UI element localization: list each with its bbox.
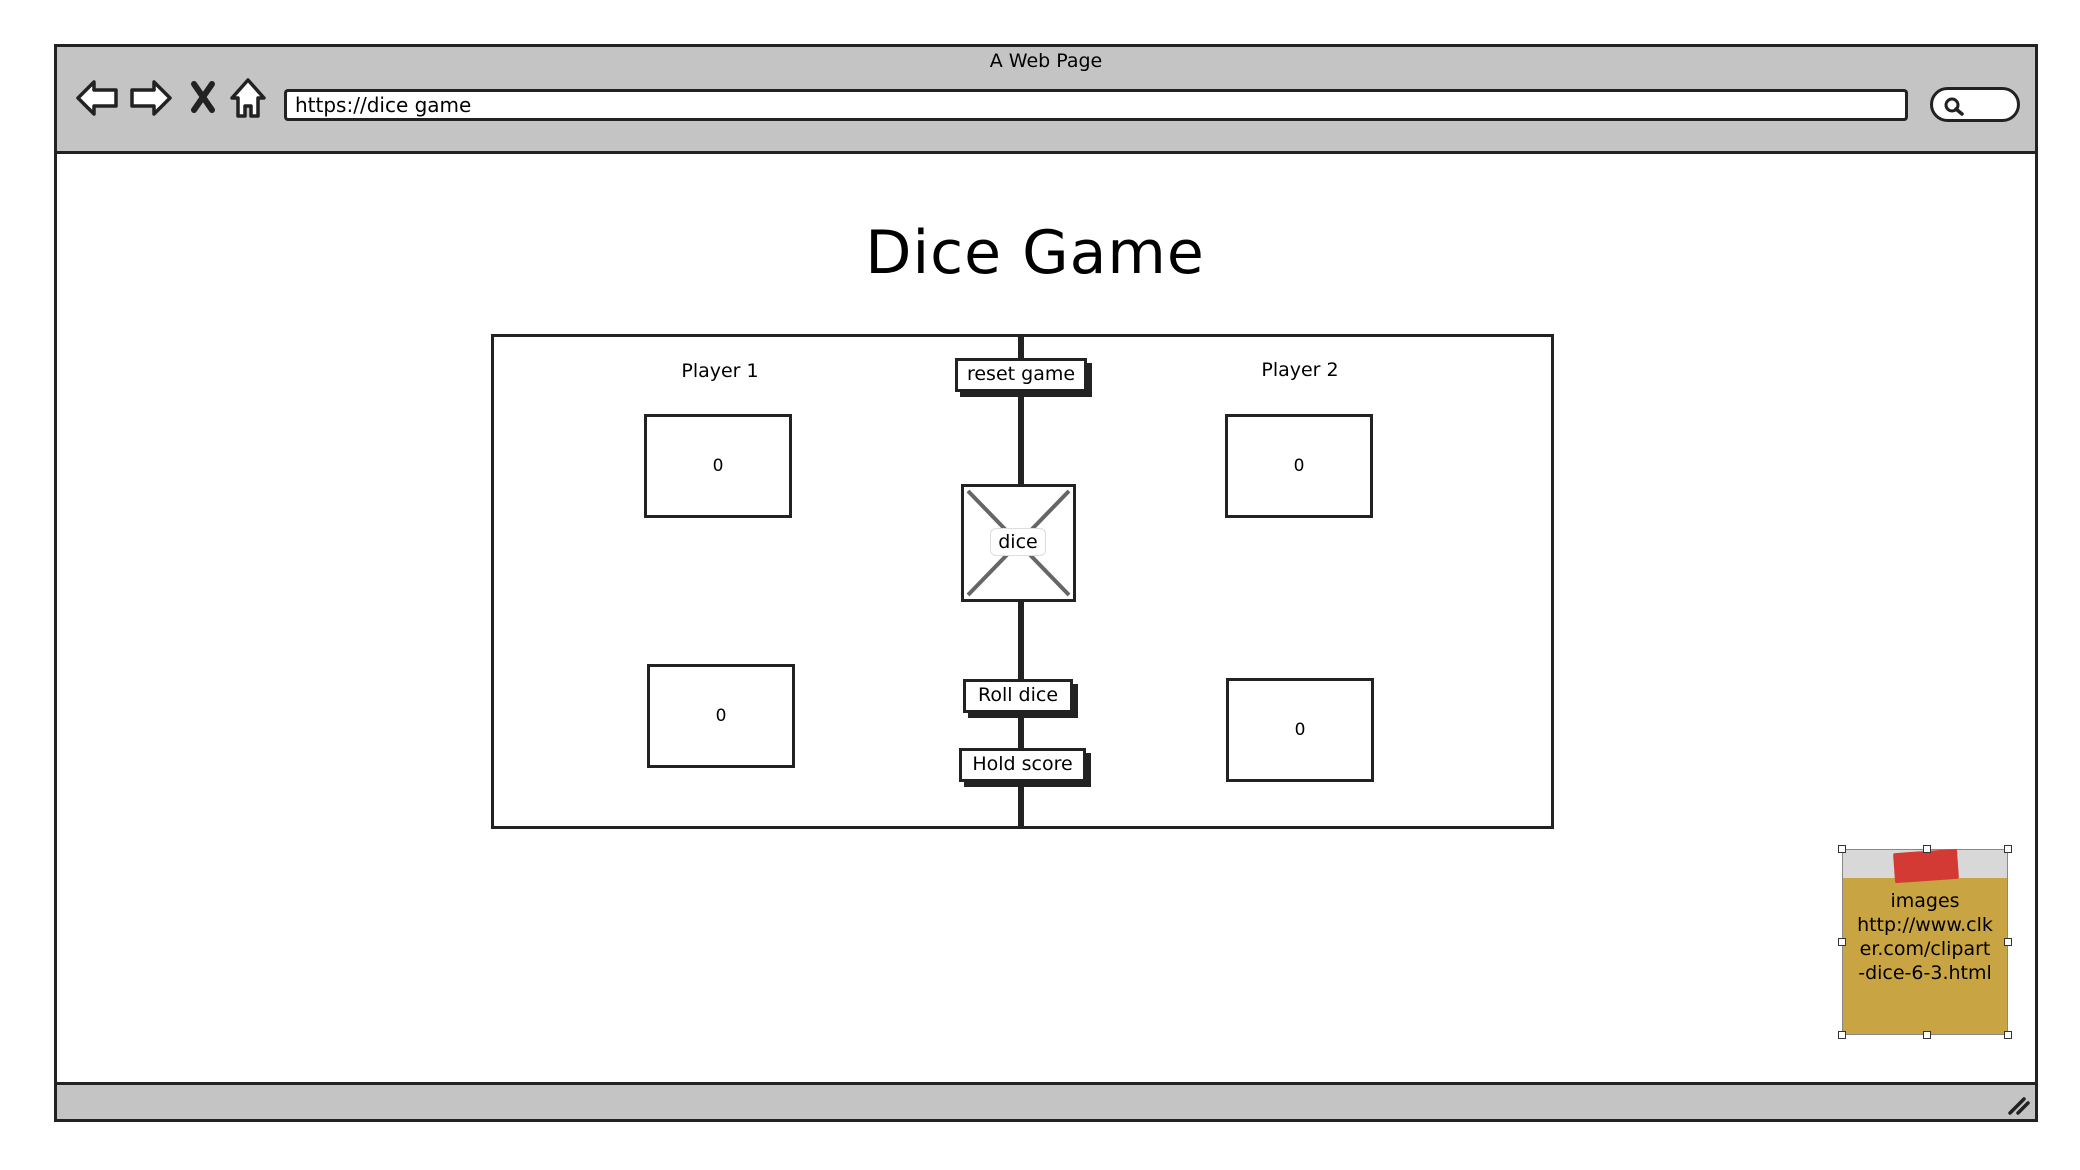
url-input[interactable]: https://dice game bbox=[284, 89, 1908, 121]
home-icon[interactable] bbox=[228, 74, 268, 122]
player-2-total-score: 0 bbox=[1225, 414, 1373, 518]
sticky-note-line: er.com/clipart bbox=[1859, 938, 1991, 960]
search-box[interactable] bbox=[1930, 87, 2020, 122]
arrow-left-icon[interactable] bbox=[74, 74, 120, 122]
hold-score-button[interactable]: Hold score bbox=[959, 748, 1086, 782]
resize-grip-icon[interactable] bbox=[2006, 1095, 2030, 1115]
player-1-current-score-value: 0 bbox=[715, 706, 727, 726]
player-2-total-score-value: 0 bbox=[1293, 456, 1305, 476]
player-2-current-score: 0 bbox=[1226, 678, 1374, 782]
player-2-label: Player 2 bbox=[1261, 359, 1339, 381]
selection-handle[interactable] bbox=[2004, 845, 2012, 853]
close-icon[interactable] bbox=[188, 74, 218, 122]
window-title: A Web Page bbox=[989, 50, 1103, 72]
sticky-note-line: images bbox=[1890, 890, 1960, 912]
selection-handle[interactable] bbox=[1838, 845, 1846, 853]
selection-handle[interactable] bbox=[1923, 1031, 1931, 1039]
status-bar bbox=[54, 1082, 2038, 1122]
selection-handle[interactable] bbox=[2004, 938, 2012, 946]
dice-label: dice bbox=[990, 528, 1046, 556]
selection-handle[interactable] bbox=[1838, 938, 1846, 946]
search-icon bbox=[1944, 97, 1964, 116]
selection-handle[interactable] bbox=[2004, 1031, 2012, 1039]
sticky-note-text: images http://www.clk er.com/clipart -di… bbox=[1842, 889, 2008, 985]
selection-handle[interactable] bbox=[1838, 1031, 1846, 1039]
selection-handle[interactable] bbox=[1923, 845, 1931, 853]
player-1-label: Player 1 bbox=[681, 360, 759, 382]
roll-dice-button[interactable]: Roll dice bbox=[963, 679, 1073, 713]
player-2-current-score-value: 0 bbox=[1294, 720, 1306, 740]
player-1-current-score: 0 bbox=[647, 664, 795, 768]
arrow-right-icon[interactable] bbox=[128, 74, 174, 122]
tape-icon bbox=[1893, 848, 1959, 884]
player-1-total-score: 0 bbox=[644, 414, 792, 518]
reset-game-button[interactable]: reset game bbox=[955, 358, 1087, 392]
sticky-note-line: -dice-6-3.html bbox=[1858, 962, 1992, 984]
player-1-total-score-value: 0 bbox=[712, 456, 724, 476]
sticky-note-line: http://www.clk bbox=[1857, 914, 1993, 936]
page-title: Dice Game bbox=[865, 218, 1205, 288]
